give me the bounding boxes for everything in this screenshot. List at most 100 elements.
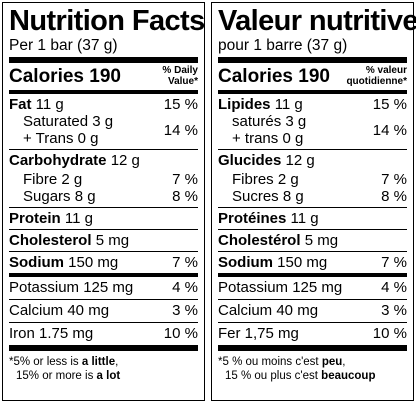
divider xyxy=(218,299,407,300)
sugars-label: Sucres 8 g xyxy=(232,188,304,205)
calcium-row: Calcium 40 mg 3 % xyxy=(218,300,407,322)
carb-label: Glucides xyxy=(218,152,282,169)
footnote-text: 15 % ou plus c'est xyxy=(225,370,322,382)
divider xyxy=(9,345,198,351)
sodium-amount: 150 mg xyxy=(277,254,328,271)
potassium-row: Potassium 125 mg 4 % xyxy=(9,277,198,299)
fat-pct: 15 % xyxy=(163,96,198,113)
saturated-pct: 14 % xyxy=(163,122,198,139)
footnote-line1: *5% or less is a little, xyxy=(9,355,198,369)
potassium-label: Potassium 125 mg xyxy=(9,279,134,296)
footnote-line2: 15% or more is a lot xyxy=(9,369,198,383)
sodium-row: Sodium 150 mg 7 % xyxy=(218,252,407,273)
sodium-row: Sodium 150 mg 7 % xyxy=(9,252,198,273)
sodium-pct: 7 % xyxy=(172,254,198,271)
trans-label: + Trans 0 g xyxy=(23,130,99,147)
footnote: *5 % ou moins c'est peu, 15 % ou plus c'… xyxy=(218,355,407,383)
sodium-pct: 7 % xyxy=(381,254,407,271)
nutrition-facts-panel-fr: Valeur nutritive pour 1 barre (37 g) Cal… xyxy=(211,2,416,401)
cholesterol-label: Cholesterol xyxy=(9,232,92,249)
dv-header-line1: % valeur xyxy=(365,65,407,76)
sodium-label: Sodium xyxy=(9,254,64,271)
fat-label: Lipides xyxy=(218,96,271,113)
footnote-emphasis: peu xyxy=(321,356,343,368)
daily-value-header: % Daily Value* xyxy=(162,65,198,87)
carb-amount: 12 g xyxy=(285,152,315,169)
potassium-pct: 4 % xyxy=(381,279,407,296)
calories-label-text: Calories xyxy=(9,66,84,87)
fat-amount: 11 g xyxy=(274,96,303,113)
saturated-pct: 14 % xyxy=(372,122,407,139)
cholesterol-row: Cholesterol 5 mg xyxy=(9,230,198,251)
divider xyxy=(218,273,407,277)
fibre-pct: 7 % xyxy=(381,171,407,188)
divider xyxy=(9,251,198,252)
divider xyxy=(9,322,198,323)
divider xyxy=(9,207,198,208)
divider xyxy=(218,345,407,351)
calories-value: 190 xyxy=(89,66,121,87)
footnote: *5% or less is a little, 15% or more is … xyxy=(9,355,198,383)
calories-row: Calories 190 % Daily Value* xyxy=(9,63,198,90)
divider xyxy=(218,207,407,208)
calories-label: Calories 190 xyxy=(9,66,121,88)
footnote-text: , xyxy=(342,356,346,368)
potassium-label: Potassium 125 mg xyxy=(218,279,343,296)
divider xyxy=(218,251,407,252)
iron-pct: 10 % xyxy=(163,325,198,342)
divider xyxy=(9,229,198,230)
divider xyxy=(9,149,198,150)
potassium-row: Potassium 125 mg 4 % xyxy=(218,277,407,299)
calories-label-text: Calories xyxy=(218,66,293,87)
divider xyxy=(218,229,407,230)
dv-header-line2: quotidienne* xyxy=(346,76,407,87)
footnote-emphasis: a little xyxy=(81,356,116,368)
trans-label: + trans 0 g xyxy=(232,130,304,147)
cholesterol-amount: 5 mg xyxy=(95,232,130,249)
divider xyxy=(9,57,198,63)
divider xyxy=(218,90,407,94)
footnote-emphasis: a lot xyxy=(96,370,121,382)
serving-size: Per 1 bar (37 g) xyxy=(9,37,118,54)
footnote-text: *5 % ou moins c'est xyxy=(218,356,322,368)
protein-label: Protein xyxy=(9,210,61,227)
sodium-label: Sodium xyxy=(218,254,273,271)
footnote-text: , xyxy=(115,356,119,368)
footnote-text: *5% or less is xyxy=(9,356,82,368)
panel-title: Valeur nutritive xyxy=(218,5,416,37)
calories-row: Calories 190 % valeur quotidienne* xyxy=(218,63,407,90)
fat-pct: 15 % xyxy=(372,96,407,113)
fibre-pct: 7 % xyxy=(172,171,198,188)
footnote-emphasis: beaucoup xyxy=(321,370,376,382)
protein-amount: 11 g xyxy=(64,210,93,227)
calories-label: Calories 190 xyxy=(218,66,330,88)
saturated-trans-row: Saturated 3 g + Trans 0 g 14 % xyxy=(9,111,198,149)
fat-label: Fat xyxy=(9,96,32,113)
calcium-pct: 3 % xyxy=(381,302,407,319)
cholesterol-amount: 5 mg xyxy=(304,232,339,249)
fibre-row: Fibres 2 g 7 % xyxy=(218,171,407,188)
divider xyxy=(9,90,198,94)
calories-value: 190 xyxy=(298,66,330,87)
panel-title: Nutrition Facts xyxy=(9,5,205,37)
dv-header-line1: % Daily xyxy=(162,65,198,76)
cholesterol-label: Cholestérol xyxy=(218,232,301,249)
cholesterol-row: Cholestérol 5 mg xyxy=(218,230,407,251)
sugars-pct: 8 % xyxy=(381,188,407,205)
sodium-amount: 150 mg xyxy=(68,254,119,271)
footnote-line2: 15 % ou plus c'est beaucoup xyxy=(218,369,407,383)
carb-row: Carbohydrate 12 g xyxy=(9,150,198,171)
sugars-row: Sugars 8 g 8 % xyxy=(9,188,198,207)
fat-row: Lipides 11 g 15 % xyxy=(218,94,407,115)
sugars-row: Sucres 8 g 8 % xyxy=(218,188,407,207)
carb-label: Carbohydrate xyxy=(9,152,107,169)
protein-row: Protéines 11 g xyxy=(218,208,407,229)
iron-pct: 10 % xyxy=(372,325,407,342)
divider xyxy=(9,299,198,300)
footnote-text: 15% or more is xyxy=(16,370,97,382)
fibre-label: Fibre 2 g xyxy=(23,171,83,188)
fat-row: Fat 11 g 15 % xyxy=(9,94,198,115)
carb-row: Glucides 12 g xyxy=(218,150,407,171)
saturated-trans-row: saturés 3 g + trans 0 g 14 % xyxy=(218,111,407,149)
protein-amount: 11 g xyxy=(290,210,319,227)
